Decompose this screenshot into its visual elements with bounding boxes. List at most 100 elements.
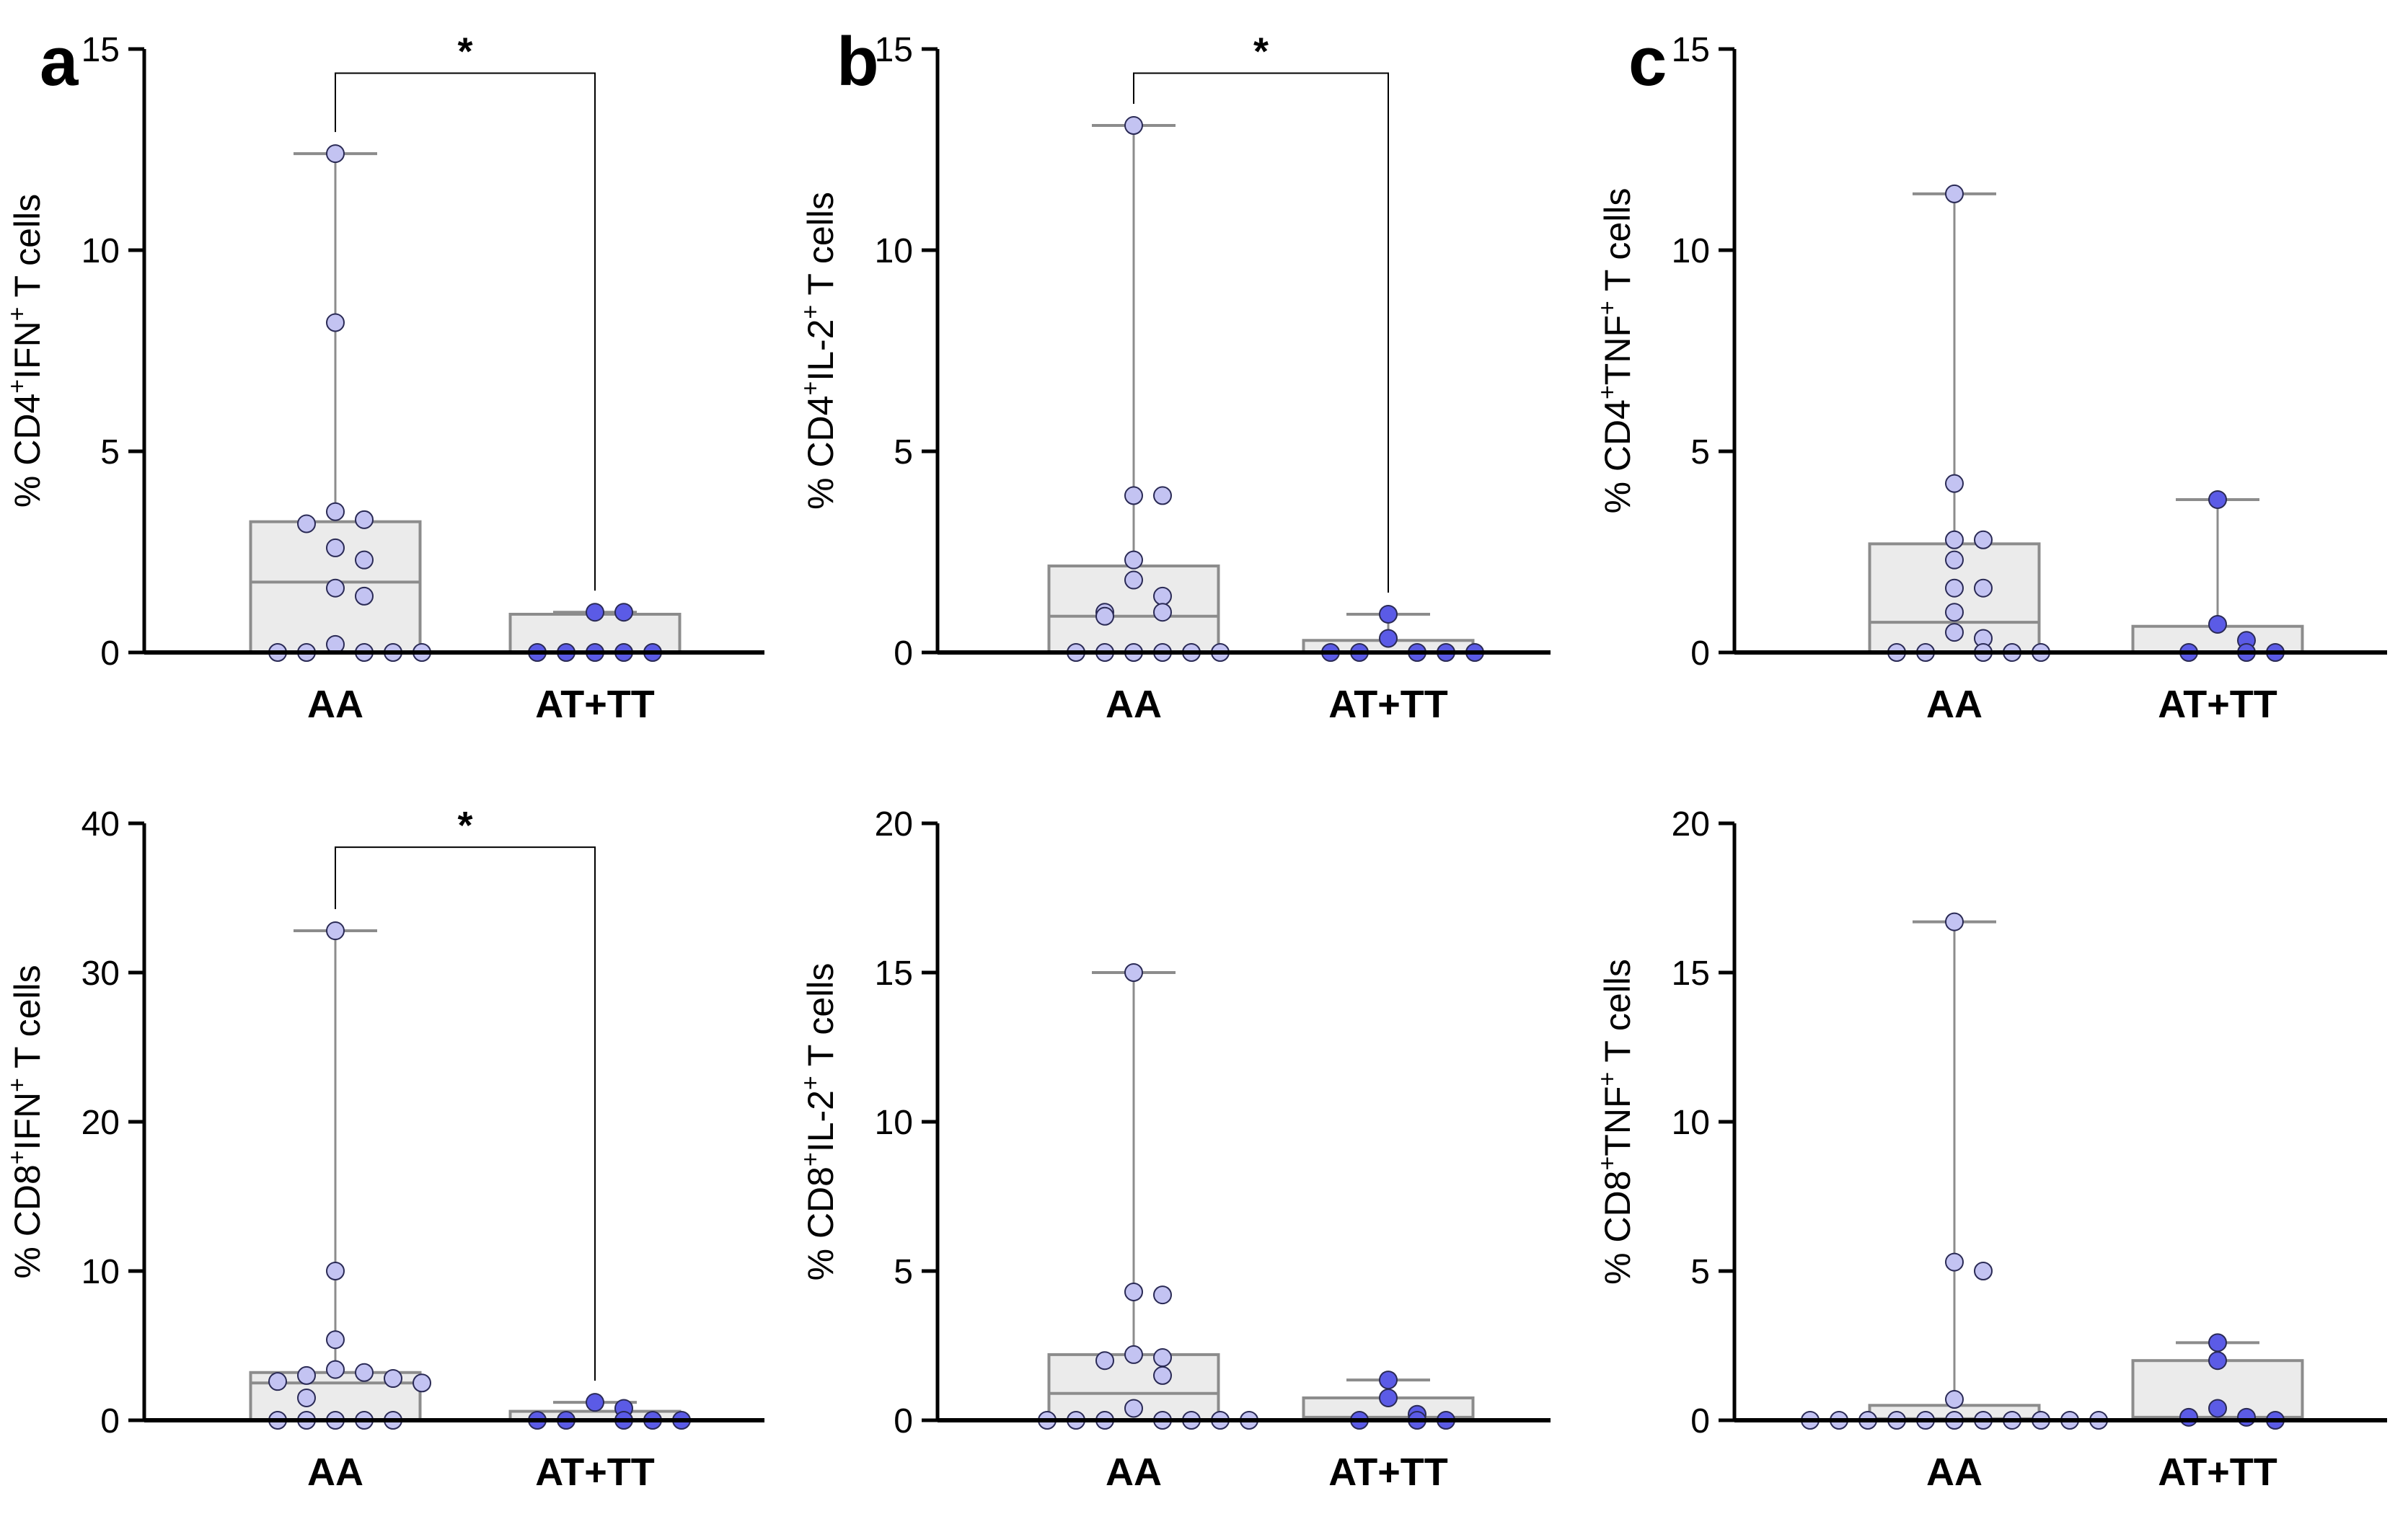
y-tick-label: 20 [81,1104,120,1142]
chart-panel-4: % CD8+IFN+ T cells 0 10 20 30 40 AA AT+TT * [4,804,764,1494]
data-point [1124,1399,1143,1418]
y-tick-label: 0 [1690,634,1710,673]
data-point [1945,550,1964,570]
panel-letter: a [40,23,79,100]
y-tick-label: 20 [875,805,913,844]
data-point [1153,1365,1172,1385]
data-point [1124,1282,1143,1301]
y-tick-label: 10 [875,232,913,270]
y-tick-label: 15 [1672,955,1710,993]
significance-marker: * [457,30,472,73]
data-point [355,1363,374,1382]
data-point [1945,1252,1964,1272]
data-point [297,1388,316,1407]
data-point [2208,1351,2227,1371]
chart-panel-1: a % CD4+IFN+ T cells 0 5 10 15 AA AT+TT * [4,23,764,726]
y-tick-label: 10 [875,1104,913,1142]
y-tick-label: 10 [1672,1104,1710,1142]
y-tick-label: 0 [100,634,120,673]
y-tick-label: 30 [81,955,120,993]
y-tick-label: 15 [1672,31,1710,69]
x-tick-label: AT+TT [535,683,654,726]
data-point [297,514,316,534]
data-point [326,538,345,557]
x-tick-label: AT+TT [2158,683,2277,726]
x-tick-label: AA [1106,1451,1162,1494]
x-tick-label: AT+TT [2158,1451,2277,1494]
y-tick-label: 15 [875,955,913,993]
x-tick-label: AA [307,1451,363,1494]
data-point [1945,474,1964,493]
data-point [1379,629,1398,648]
data-point [326,1360,345,1379]
data-point [1974,578,1993,598]
data-point [1124,1345,1143,1364]
data-point [1124,550,1143,570]
data-point [326,502,345,521]
chart-panel-6: % CD8+TNF+ T cells 0 5 10 15 20 AA AT+TT [1594,805,2387,1494]
y-axis-label: % CD4+IFN+ T cells [4,194,48,508]
panel-letter: c [1628,23,1667,100]
data-point [1945,603,1964,622]
data-point [1124,570,1143,590]
data-point [1379,1371,1398,1390]
data-point [326,144,345,164]
data-point [2208,490,2227,509]
significance-marker: * [1253,30,1269,73]
y-tick-label: 5 [100,433,120,472]
x-tick-label: AT+TT [1328,683,1447,726]
data-point [1945,912,1964,931]
x-tick-label: AA [307,683,363,726]
data-point [2208,614,2227,634]
y-tick-label: 10 [81,232,120,270]
data-point [1153,1285,1172,1305]
data-point [2237,1407,2256,1427]
y-tick-label: 15 [875,31,913,69]
data-point [1153,586,1172,606]
data-point [355,510,374,529]
data-point [1124,963,1143,982]
data-point [326,921,345,941]
x-tick-label: AA [1926,683,1983,726]
data-point [1945,184,1964,203]
data-point [1124,486,1143,505]
data-point [586,603,604,622]
data-point [355,550,374,570]
significance-bracket [335,72,596,591]
data-point [326,313,345,332]
significance-bracket [1133,72,1389,593]
data-point [1153,603,1172,622]
significance-bracket [335,846,596,1381]
y-tick-label: 40 [81,805,120,844]
data-point [1945,623,1964,642]
y-axis-label: % CD4+IL-2+ T cells [797,192,841,510]
data-point [1945,530,1964,549]
panel-letter: b [837,23,879,100]
data-point [1945,578,1964,598]
x-tick-label: AT+TT [1328,1451,1447,1494]
data-point [1153,1348,1172,1368]
y-axis-label: % CD8+TNF+ T cells [1594,959,1638,1285]
data-point [2208,1333,2227,1353]
chart-panel-5: % CD8+IL-2+ T cells 0 5 10 15 20 AA AT+TT [797,805,1551,1494]
data-point [355,586,374,606]
x-tick-label: AA [1926,1451,1983,1494]
data-point [413,1373,431,1393]
data-point [384,1369,402,1389]
data-point [1379,604,1398,624]
data-point [1095,1351,1114,1371]
x-tick-label: AA [1106,683,1162,726]
y-tick-label: 5 [1690,433,1710,472]
data-point [1945,1390,1964,1409]
data-point [297,1365,316,1385]
data-point [268,1372,287,1391]
y-axis-label: % CD8+IL-2+ T cells [797,963,841,1281]
y-tick-label: 20 [1672,805,1710,844]
data-point [1153,486,1172,505]
data-point [2208,1399,2227,1418]
box [1047,1353,1220,1422]
significance-marker: * [457,804,472,847]
data-point [326,1262,345,1280]
y-tick-label: 0 [894,1402,913,1440]
